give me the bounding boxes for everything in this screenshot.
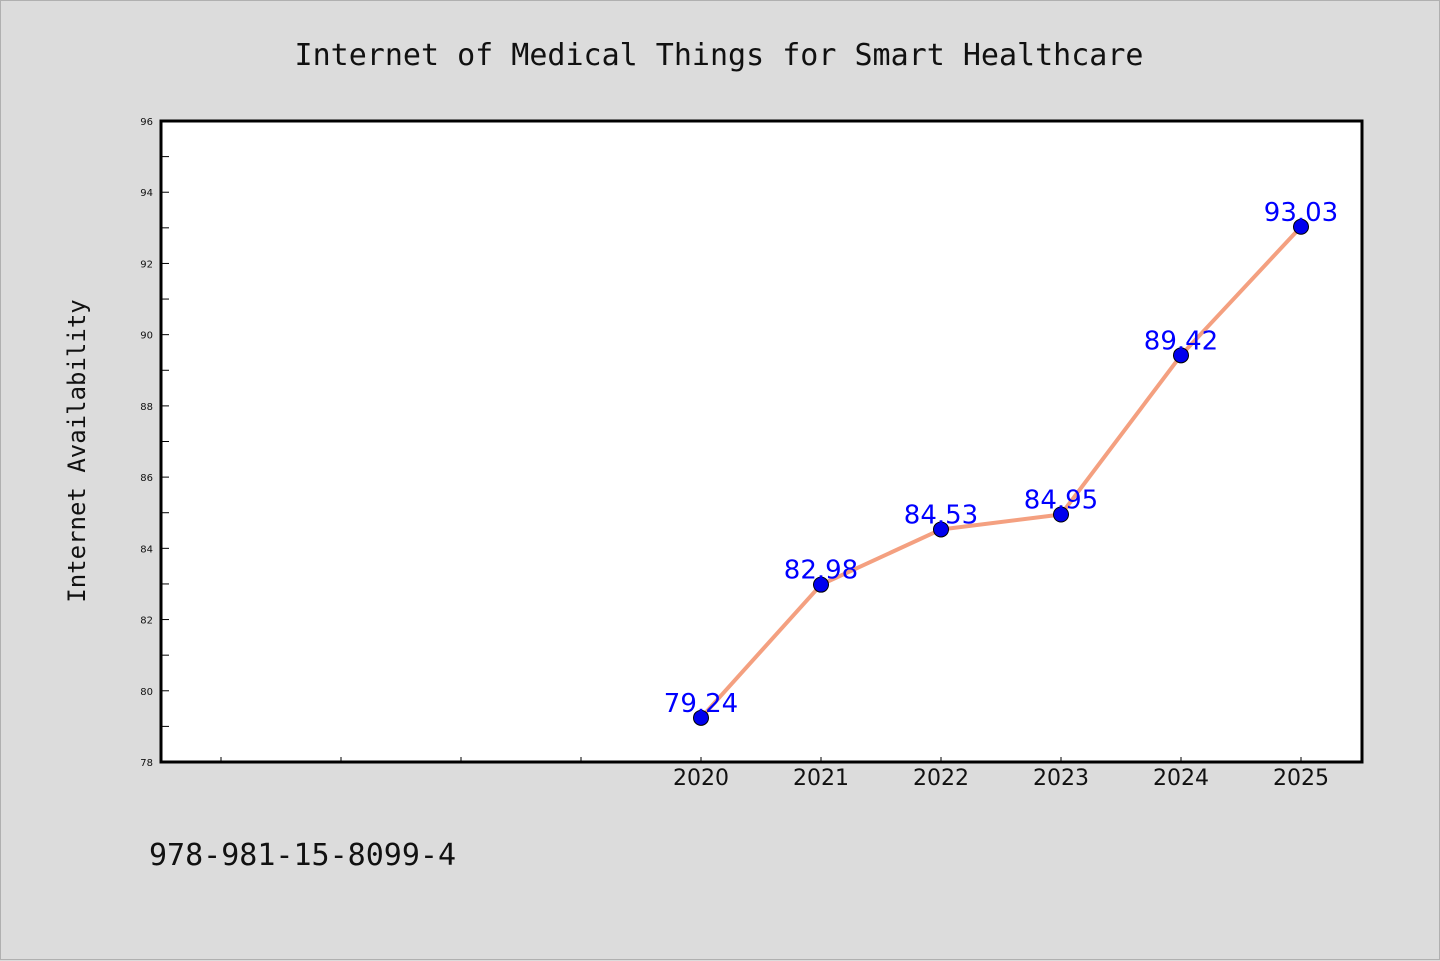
y-tick-label: 84	[140, 544, 153, 555]
y-tick-label: 90	[140, 331, 153, 342]
y-tick-label: 78	[140, 758, 153, 769]
data-label: 82.98	[784, 556, 858, 586]
data-label: 84.95	[1024, 486, 1098, 516]
y-tick-label: 80	[140, 687, 153, 698]
y-tick-label: 82	[140, 616, 153, 627]
x-axis: 2020 2021 2022 2023 2024 2025	[220, 757, 1329, 791]
y-axis: 78 80 82 84 86 88 90 92 94 96	[140, 117, 169, 769]
y-tick-label: 92	[140, 259, 153, 270]
x-tick-label: 2022	[913, 766, 969, 791]
y-tick-label: 88	[140, 402, 153, 413]
y-tick-label: 94	[140, 188, 153, 199]
series-line	[699, 225, 1303, 720]
y-axis-label: Internet Availability	[63, 299, 91, 602]
data-label: 93.03	[1264, 198, 1338, 228]
y-tick-label: 86	[140, 473, 153, 484]
plot-area	[159, 119, 1364, 764]
x-tick-label: 2023	[1033, 766, 1089, 791]
series-layer	[693, 218, 1309, 726]
data-label: 84.53	[904, 500, 978, 530]
data-point	[933, 521, 949, 538]
isbn-footer: 978-981-15-8099-4	[149, 838, 456, 873]
x-tick-label: 2020	[673, 766, 729, 791]
x-tick-label: 2021	[793, 766, 849, 791]
data-point	[1173, 347, 1189, 364]
data-point	[813, 576, 829, 593]
x-tick-label: 2024	[1153, 766, 1209, 791]
data-point	[1053, 506, 1069, 523]
data-label: 89.42	[1144, 326, 1218, 356]
data-labels: 79.24 82.98 84.53 84.95 89.42 93.03	[664, 198, 1338, 719]
chart-title: Internet of Medical Things for Smart Hea…	[295, 38, 1144, 73]
x-tick-label: 2025	[1273, 766, 1329, 791]
data-label: 79.24	[664, 689, 738, 719]
y-tick-label: 96	[140, 117, 153, 128]
data-point	[693, 709, 709, 726]
data-point	[1293, 218, 1309, 235]
